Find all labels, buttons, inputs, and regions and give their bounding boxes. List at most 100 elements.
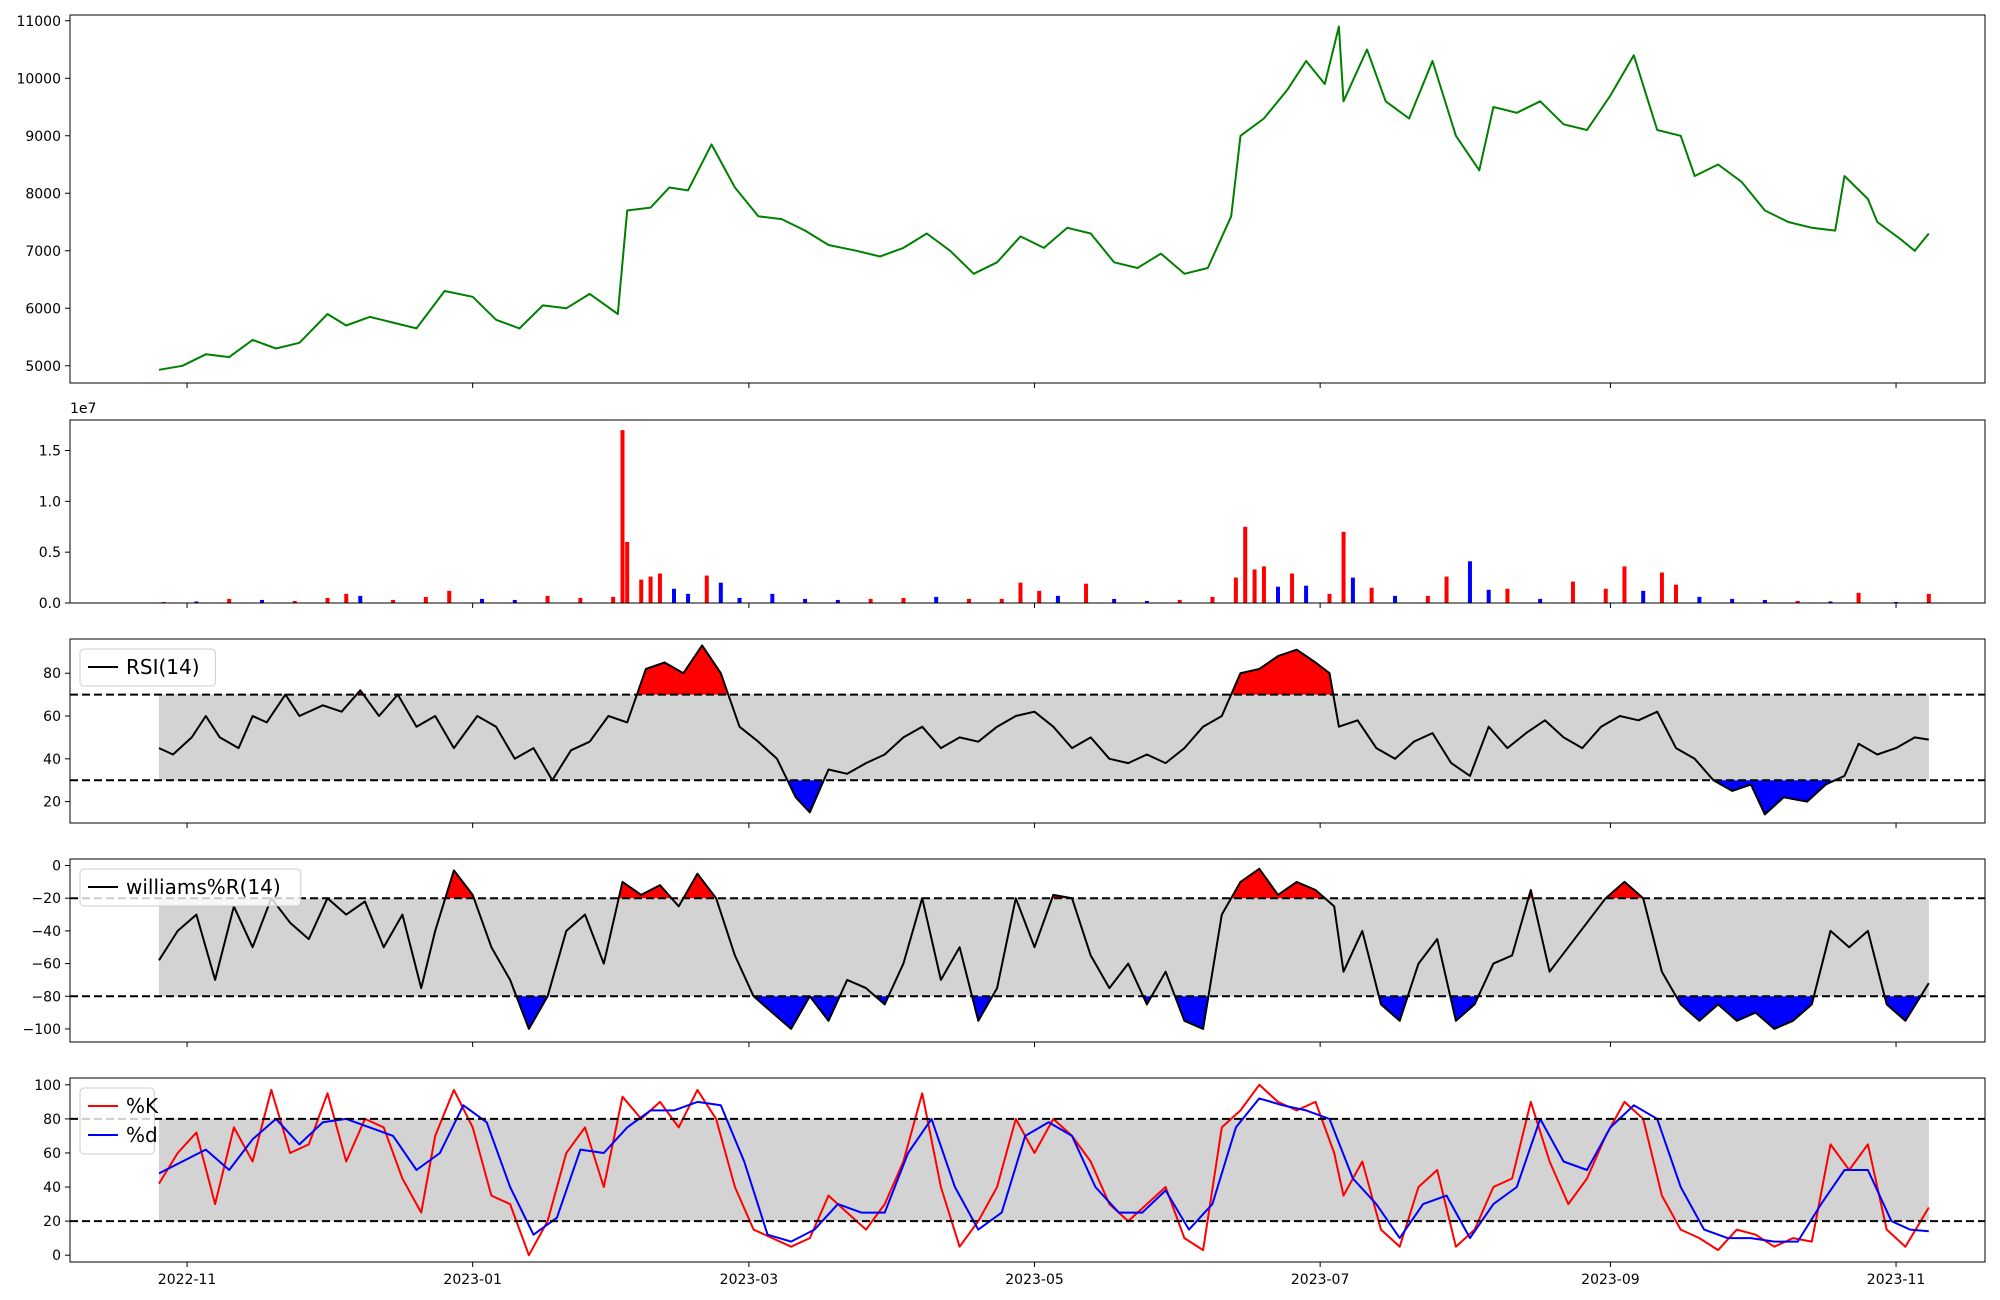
- volume-bar: [578, 597, 583, 603]
- volume-bar: [1641, 590, 1646, 603]
- williams-ytick-label: −100: [23, 1022, 61, 1038]
- price-ytick-label: 7000: [25, 244, 61, 260]
- xtick-label: 2023-03: [720, 1272, 779, 1288]
- volume-bar: [737, 597, 742, 603]
- stochastic-panel: 0 20 40 60 80 100 2022-11 2023-01 2023-03 2023-05…: [34, 1077, 1986, 1288]
- volume-bar: [1275, 586, 1280, 603]
- volume-bar: [1177, 599, 1182, 603]
- williams-ytick-label: −80: [31, 989, 61, 1005]
- volume-bar: [1327, 593, 1332, 603]
- williams-overbought-fill: [1605, 881, 1644, 899]
- volume-bar: [1467, 561, 1472, 603]
- price-ytick-label: 6000: [25, 301, 61, 317]
- stochastic-ytick-label: 40: [43, 1180, 61, 1196]
- williams-oversold-fill: [516, 996, 548, 1029]
- volume-bar: [545, 595, 550, 603]
- stochastic-frame: [69, 1077, 1986, 1263]
- rsi-ytick-label: 40: [43, 752, 61, 768]
- rsi-legend-label: RSI(14): [126, 655, 200, 679]
- stochastic-ytick-label: 60: [43, 1146, 61, 1162]
- williams-oversold-fill: [1450, 996, 1479, 1021]
- price-frame: [69, 14, 1986, 384]
- volume-frame: [69, 419, 1986, 604]
- williams-ytick-label: −40: [31, 924, 61, 940]
- volume-bar: [868, 598, 873, 603]
- volume-bar: [1350, 577, 1355, 603]
- xtick-label: 2023-09: [1581, 1272, 1640, 1288]
- xtick-label: 2023-07: [1291, 1272, 1350, 1288]
- williams-ytick-label: 0: [52, 859, 61, 875]
- rsi-legend-box: [79, 648, 216, 687]
- williams-frame: [69, 858, 1986, 1043]
- volume-bar: [639, 579, 644, 603]
- xtick-label: 2023-05: [1005, 1272, 1064, 1288]
- williams-ytick-label: −60: [31, 957, 61, 973]
- williams-panel: 0 −20 −40 −60 −80 −100 williams%R(14): [23, 858, 1986, 1047]
- volume-bar: [1894, 601, 1899, 603]
- volume-bar: [1762, 599, 1767, 603]
- williams-threshold-band: [158, 898, 1929, 997]
- stochastic-ytick-label: 80: [43, 1112, 61, 1128]
- volume-bar: [1304, 585, 1309, 603]
- rsi-panel: 20 40 60 80 RSI(14): [43, 638, 1986, 828]
- volume-bar: [391, 599, 396, 603]
- volume-bar: [227, 598, 232, 603]
- williams-legend-box: [79, 868, 302, 907]
- volume-bar: [1505, 588, 1510, 603]
- volume-bar: [1243, 526, 1248, 603]
- stochastic-legend-label: %d: [126, 1123, 158, 1147]
- volume-bar: [835, 599, 840, 603]
- volume-panel: 1e7 0.0 0.5 1.0 1.5: [39, 401, 1986, 612]
- williams-oversold-fill: [1676, 996, 1814, 1029]
- volume-ytick-label: 0.0: [39, 596, 61, 612]
- volume-ytick-label: 1.5: [39, 444, 61, 460]
- volume-bar: [423, 596, 428, 603]
- stochastic-series-line-1: [158, 1097, 1929, 1243]
- volume-bar: [512, 599, 517, 603]
- volume-bar: [1659, 572, 1664, 603]
- volume-bar: [1018, 582, 1023, 603]
- price-series-line-0: [158, 25, 1930, 371]
- volume-bar: [648, 576, 653, 603]
- volume-bar: [620, 430, 625, 603]
- stochastic-ytick-label: 20: [43, 1214, 61, 1230]
- volume-bar: [1252, 569, 1257, 603]
- stochastic-series-line-0: [158, 1083, 1930, 1257]
- volume-bar: [292, 600, 297, 603]
- volume-bar: [1290, 573, 1295, 603]
- volume-bar: [718, 582, 723, 603]
- volume-bar: [686, 593, 691, 603]
- volume-bar: [1538, 598, 1543, 603]
- rsi-oversold-fill: [787, 780, 824, 813]
- volume-bar: [1261, 566, 1266, 603]
- volume-bar: [1055, 595, 1060, 603]
- volume-bar: [934, 596, 939, 603]
- rsi-ytick-label: 20: [43, 795, 61, 811]
- volume-bar: [1926, 593, 1931, 603]
- volume-bar: [161, 601, 166, 603]
- volume-bar: [611, 596, 616, 603]
- rsi-series-line-0: [158, 644, 1929, 816]
- volume-bar: [1444, 576, 1449, 603]
- williams-overbought-fill: [1231, 868, 1325, 899]
- williams-legend-label: williams%R(14): [126, 875, 281, 899]
- volume-bar: [1369, 587, 1374, 603]
- volume-bar: [671, 588, 676, 603]
- volume-bar: [1144, 600, 1149, 603]
- volume-ytick-label: 0.5: [39, 545, 61, 561]
- stochastic-ytick-label: 0: [52, 1248, 61, 1264]
- volume-bar: [1795, 600, 1800, 603]
- rsi-threshold-band: [158, 694, 1929, 781]
- volume-bar: [1341, 531, 1346, 603]
- volume-bar: [1730, 598, 1735, 603]
- volume-bar: [1570, 581, 1575, 603]
- volume-bar: [1425, 595, 1430, 603]
- xtick-label: 2022-11: [158, 1272, 217, 1288]
- volume-bar: [803, 598, 808, 603]
- price-ytick-label: 8000: [25, 186, 61, 202]
- volume-bar: [657, 573, 662, 603]
- volume-bar: [344, 593, 349, 603]
- volume-bar: [325, 597, 330, 603]
- volume-bar: [358, 595, 363, 603]
